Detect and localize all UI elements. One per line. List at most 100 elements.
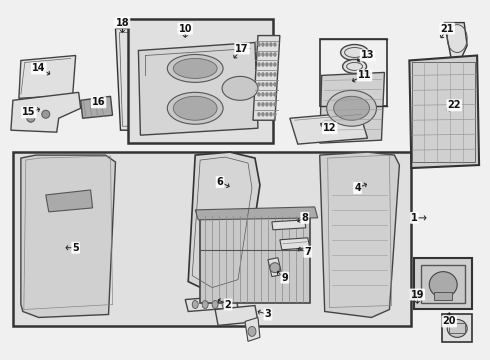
Ellipse shape bbox=[257, 53, 261, 57]
Bar bbox=[413, 62, 475, 162]
Ellipse shape bbox=[173, 96, 217, 120]
Text: 5: 5 bbox=[73, 243, 79, 253]
Polygon shape bbox=[319, 72, 385, 143]
Polygon shape bbox=[272, 220, 306, 230]
Polygon shape bbox=[245, 318, 260, 341]
Polygon shape bbox=[409, 55, 479, 168]
Ellipse shape bbox=[262, 72, 265, 76]
Text: 2: 2 bbox=[225, 300, 231, 310]
Ellipse shape bbox=[273, 72, 276, 76]
Ellipse shape bbox=[270, 53, 272, 57]
Ellipse shape bbox=[270, 72, 272, 76]
Polygon shape bbox=[19, 55, 75, 98]
Ellipse shape bbox=[266, 62, 269, 67]
Ellipse shape bbox=[270, 62, 272, 67]
Ellipse shape bbox=[273, 42, 276, 46]
Text: 18: 18 bbox=[116, 18, 129, 28]
Text: 10: 10 bbox=[178, 24, 192, 33]
Ellipse shape bbox=[262, 92, 265, 96]
Ellipse shape bbox=[273, 92, 276, 96]
Text: 17: 17 bbox=[235, 44, 249, 54]
Ellipse shape bbox=[42, 110, 50, 118]
Ellipse shape bbox=[327, 90, 376, 126]
Ellipse shape bbox=[266, 72, 269, 76]
Bar bbox=[200, 215, 310, 302]
Polygon shape bbox=[319, 152, 399, 318]
Ellipse shape bbox=[266, 102, 269, 106]
Ellipse shape bbox=[167, 92, 223, 124]
Ellipse shape bbox=[257, 112, 261, 116]
Ellipse shape bbox=[273, 82, 276, 86]
Ellipse shape bbox=[262, 42, 265, 46]
Ellipse shape bbox=[167, 54, 223, 82]
Polygon shape bbox=[46, 190, 93, 212]
Bar bbox=[442, 315, 472, 342]
Polygon shape bbox=[21, 155, 116, 318]
Polygon shape bbox=[280, 238, 310, 250]
Ellipse shape bbox=[27, 114, 35, 122]
Ellipse shape bbox=[248, 327, 256, 336]
Ellipse shape bbox=[202, 301, 208, 309]
Polygon shape bbox=[290, 112, 368, 144]
Ellipse shape bbox=[266, 53, 269, 57]
Polygon shape bbox=[81, 96, 113, 118]
Text: 12: 12 bbox=[323, 123, 337, 133]
Ellipse shape bbox=[192, 301, 198, 309]
Ellipse shape bbox=[273, 53, 276, 57]
Ellipse shape bbox=[262, 62, 265, 67]
Ellipse shape bbox=[334, 96, 369, 120]
Ellipse shape bbox=[257, 62, 261, 67]
Ellipse shape bbox=[270, 82, 272, 86]
Text: 3: 3 bbox=[265, 310, 271, 319]
Ellipse shape bbox=[257, 72, 261, 76]
Bar bbox=[449, 323, 465, 333]
Ellipse shape bbox=[212, 301, 218, 309]
Polygon shape bbox=[253, 36, 280, 120]
Text: 13: 13 bbox=[361, 50, 374, 60]
Ellipse shape bbox=[273, 102, 276, 106]
Polygon shape bbox=[11, 92, 81, 132]
Text: 7: 7 bbox=[304, 247, 311, 257]
Ellipse shape bbox=[270, 263, 280, 273]
Text: 19: 19 bbox=[411, 289, 424, 300]
Text: 9: 9 bbox=[281, 273, 288, 283]
Ellipse shape bbox=[270, 42, 272, 46]
Ellipse shape bbox=[270, 102, 272, 106]
Text: 6: 6 bbox=[217, 177, 223, 187]
Polygon shape bbox=[116, 28, 148, 130]
Polygon shape bbox=[188, 152, 260, 294]
Ellipse shape bbox=[266, 42, 269, 46]
Text: 22: 22 bbox=[447, 100, 461, 110]
Ellipse shape bbox=[273, 62, 276, 67]
Polygon shape bbox=[195, 207, 318, 220]
Bar bbox=[421, 265, 465, 302]
Text: 20: 20 bbox=[442, 316, 456, 327]
Ellipse shape bbox=[270, 92, 272, 96]
Ellipse shape bbox=[262, 112, 265, 116]
Ellipse shape bbox=[270, 112, 272, 116]
Ellipse shape bbox=[343, 59, 367, 73]
Text: 8: 8 bbox=[301, 213, 308, 223]
Polygon shape bbox=[268, 258, 282, 276]
Ellipse shape bbox=[447, 319, 467, 337]
Bar bbox=[13, 152, 412, 327]
Ellipse shape bbox=[173, 58, 217, 78]
Polygon shape bbox=[138, 42, 258, 135]
Polygon shape bbox=[444, 23, 467, 58]
Ellipse shape bbox=[429, 272, 457, 298]
Text: 21: 21 bbox=[441, 24, 454, 33]
Ellipse shape bbox=[257, 42, 261, 46]
Text: 4: 4 bbox=[354, 183, 361, 193]
Ellipse shape bbox=[257, 92, 261, 96]
Polygon shape bbox=[185, 296, 238, 311]
Bar bbox=[415, 258, 472, 310]
Text: 14: 14 bbox=[32, 63, 46, 73]
Ellipse shape bbox=[266, 92, 269, 96]
Ellipse shape bbox=[257, 102, 261, 106]
Ellipse shape bbox=[257, 82, 261, 86]
Ellipse shape bbox=[222, 76, 258, 100]
Ellipse shape bbox=[262, 53, 265, 57]
Text: 1: 1 bbox=[411, 213, 417, 223]
Ellipse shape bbox=[273, 112, 276, 116]
Text: 16: 16 bbox=[92, 97, 105, 107]
